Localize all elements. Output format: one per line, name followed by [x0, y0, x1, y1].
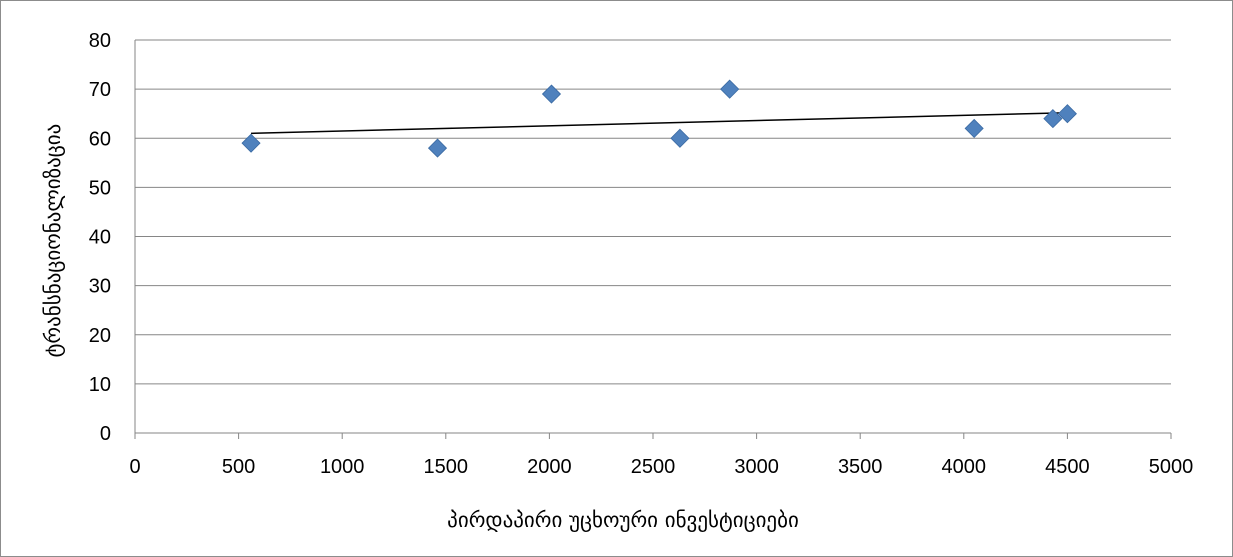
axes — [134, 40, 1172, 439]
data-point — [1057, 104, 1077, 124]
data-point — [964, 118, 984, 138]
trendline — [251, 111, 1068, 135]
x-tick-label: 1500 — [424, 456, 469, 478]
data-point — [427, 138, 448, 158]
y-axis-title: ტრანსნაციონალიზაცია — [41, 124, 65, 358]
y-tick-labels: 0 10 20 30 40 50 60 70 80 — [89, 30, 111, 445]
data-point — [541, 84, 562, 104]
gridlines — [135, 39, 1171, 385]
y-tick-label: 60 — [89, 128, 111, 150]
y-tick-label: 40 — [89, 227, 111, 249]
x-tick-label: 2500 — [631, 456, 676, 478]
y-tick-label: 80 — [89, 30, 111, 52]
x-tick-label: 4500 — [1045, 456, 1090, 478]
x-tick-label: 0 — [129, 456, 140, 478]
y-tick-label: 30 — [89, 276, 111, 298]
x-axis-title: პირდაპირი უცხოური ინვესტიციები — [447, 508, 799, 532]
y-tick-label: 50 — [89, 177, 111, 199]
x-tick-label: 500 — [222, 456, 255, 478]
data-points — [241, 79, 1077, 158]
y-tick-label: 0 — [100, 423, 111, 445]
y-tick-label: 10 — [89, 374, 111, 396]
x-tick-label: 3500 — [838, 456, 883, 478]
data-point — [241, 133, 261, 153]
x-tick-label: 3000 — [734, 456, 779, 478]
data-point — [1043, 109, 1063, 129]
trendline-group — [251, 111, 1068, 135]
data-point — [670, 128, 690, 148]
x-tick-label: 5000 — [1149, 456, 1194, 478]
y-tick-label: 70 — [89, 79, 111, 101]
x-tick-label: 4000 — [942, 456, 987, 478]
x-tick-labels: 0 500 1000 1500 2000 2500 3000 3500 4000 4500 5000 — [129, 456, 1193, 478]
x-tick-label: 2000 — [527, 456, 572, 478]
y-tick-label: 20 — [89, 325, 111, 347]
x-tick-label: 1000 — [320, 456, 365, 478]
data-point — [720, 79, 740, 99]
